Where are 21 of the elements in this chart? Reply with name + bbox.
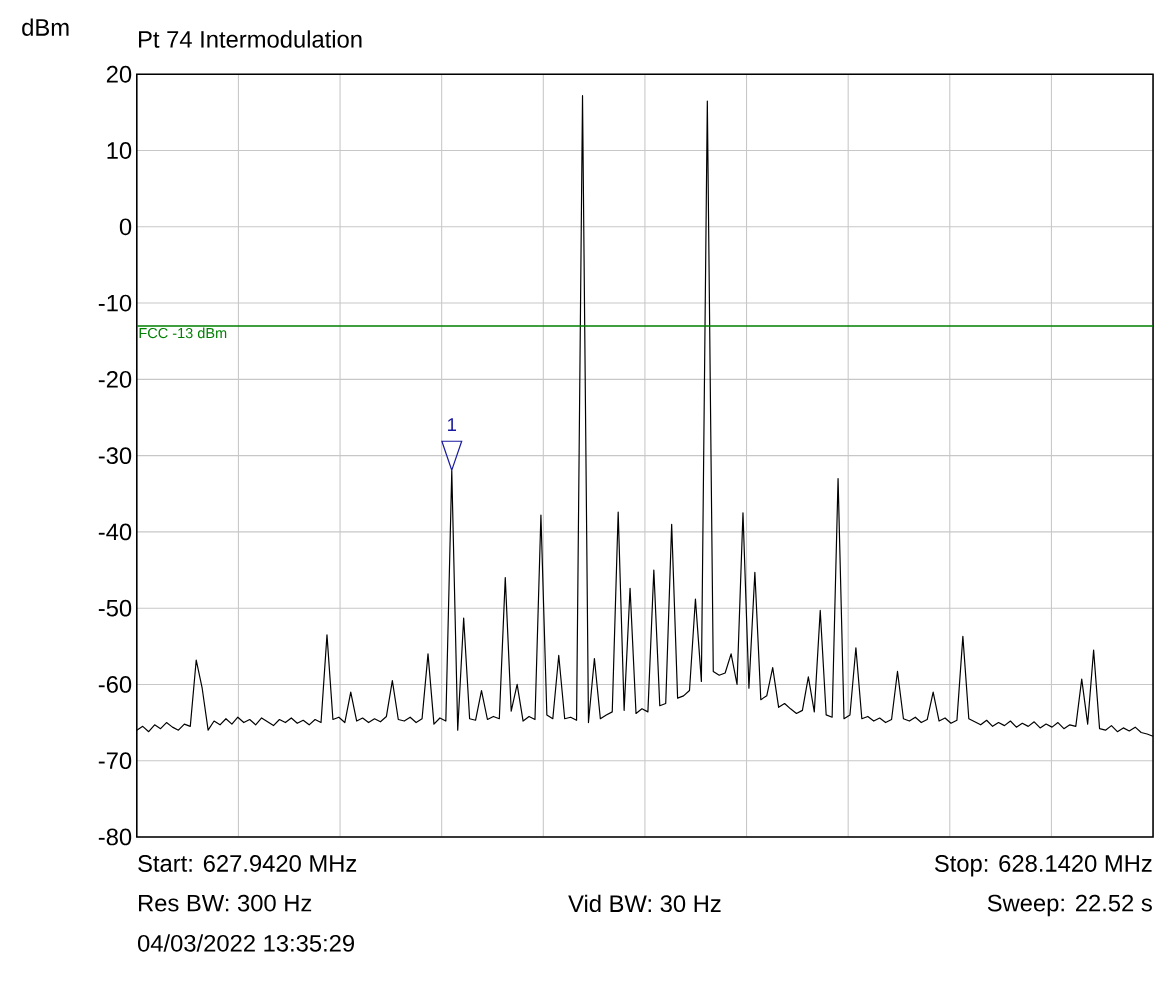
y-tick-label: -50 <box>98 599 132 617</box>
y-tick-label: -40 <box>98 523 132 541</box>
text: 04/03/2022 13:35:29 <box>138 934 354 952</box>
y-tick-label: 0 <box>119 218 132 236</box>
text: Vid BW: 30 Hz <box>568 894 721 913</box>
annotation: 1 <box>448 418 457 432</box>
text: Start: 627.9420 MHz <box>138 855 357 873</box>
y-tick-label: -80 <box>98 828 132 846</box>
text: Res BW: 300 Hz <box>139 894 312 912</box>
y-tick-label: -60 <box>98 676 132 694</box>
y-tick-label: -20 <box>98 371 132 388</box>
ref-line-label: FCC -13 dBm <box>139 327 227 339</box>
y-tick-label: -10 <box>98 294 132 312</box>
y-tick-label: 10 <box>107 142 132 160</box>
y-axis-title: dBm <box>22 18 69 37</box>
y-tick-label: -30 <box>98 447 132 465</box>
text: Stop: 628.1420 MHz <box>934 855 1152 877</box>
text: Sweep: 22.52 s <box>987 894 1152 917</box>
y-tick-label: -70 <box>98 752 132 770</box>
y-tick-label: 20 <box>106 66 132 83</box>
chart-title: Pt 74 Intermodulation <box>139 30 362 48</box>
